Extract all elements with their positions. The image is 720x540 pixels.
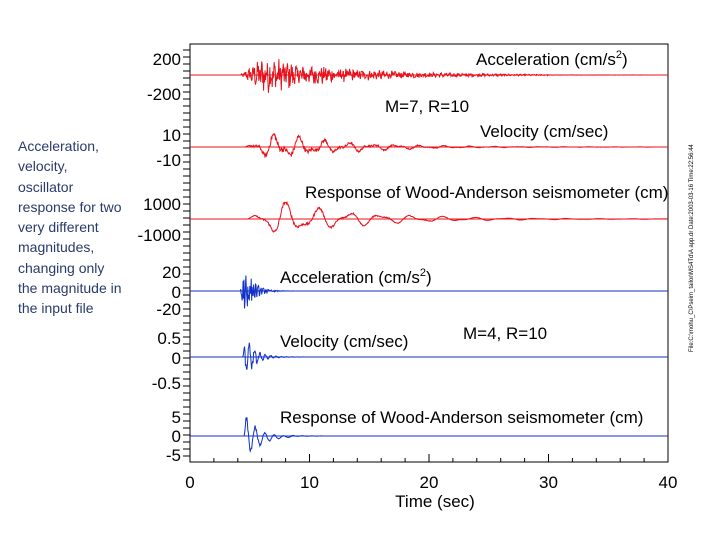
- y-tick-label: 10: [162, 126, 181, 145]
- side-caption: Acceleration, velocity, oscillator respo…: [18, 138, 122, 317]
- y-tick-label: 1000: [143, 195, 181, 214]
- x-tick-label: 10: [300, 473, 319, 492]
- file-info: File:C:\mohu_C\Pseim_tailor\MS4Td\A app.…: [689, 144, 695, 352]
- trace-labels: Acceleration (cm/s2) Velocity (cm/sec) Res…: [280, 49, 668, 427]
- x-tick-label: 0: [185, 473, 194, 492]
- y-tick-label: -5: [166, 446, 181, 465]
- y-tick-label: -1000: [138, 226, 181, 245]
- minor-ticks: [183, 49, 190, 457]
- y-tick-label: 0: [172, 427, 181, 446]
- y-tick-label: -10: [156, 151, 181, 170]
- y-tick-label: -200: [147, 85, 181, 104]
- y-tick-label: 0: [172, 349, 181, 368]
- y-tick-label: -0.5: [152, 374, 181, 393]
- scenario-label-large: M=7, R=10: [385, 97, 469, 116]
- x-axis: 0 10 20 30 40: [185, 454, 677, 492]
- y-tick-label: 5: [172, 408, 181, 427]
- x-axis-title: Time (sec): [395, 492, 475, 511]
- scenario-label-small: M=4, R=10: [463, 324, 547, 343]
- y-tick-label: 20: [162, 263, 181, 282]
- trace-label-1: Velocity (cm/sec): [480, 122, 608, 141]
- trace-line-0: [190, 59, 668, 93]
- y-tick-label: 0: [172, 283, 181, 302]
- x-tick-label: 40: [659, 473, 678, 492]
- trace-line-4: [190, 342, 668, 370]
- trace-label-0: Acceleration (cm/s2): [476, 49, 628, 69]
- trace-label-5: Response of Wood-Anderson seismometer (c…: [280, 408, 643, 427]
- x-tick-label: 20: [420, 473, 439, 492]
- x-tick-label: 30: [539, 473, 558, 492]
- y-tick-label: -20: [156, 300, 181, 319]
- y-tick-label: 200: [153, 50, 181, 69]
- trace-label-2: Response of Wood-Anderson seismometer (c…: [305, 183, 668, 202]
- traces: [190, 59, 668, 453]
- trace-line-5: [190, 417, 668, 453]
- trace-line-3: [190, 275, 668, 309]
- trace-label-4: Velocity (cm/sec): [280, 332, 408, 351]
- trace-label-3: Acceleration (cm/s2): [280, 267, 432, 287]
- y-tick-label: 0.5: [157, 329, 181, 348]
- trace-line-1: [190, 132, 668, 158]
- trace-line-2: [190, 200, 668, 233]
